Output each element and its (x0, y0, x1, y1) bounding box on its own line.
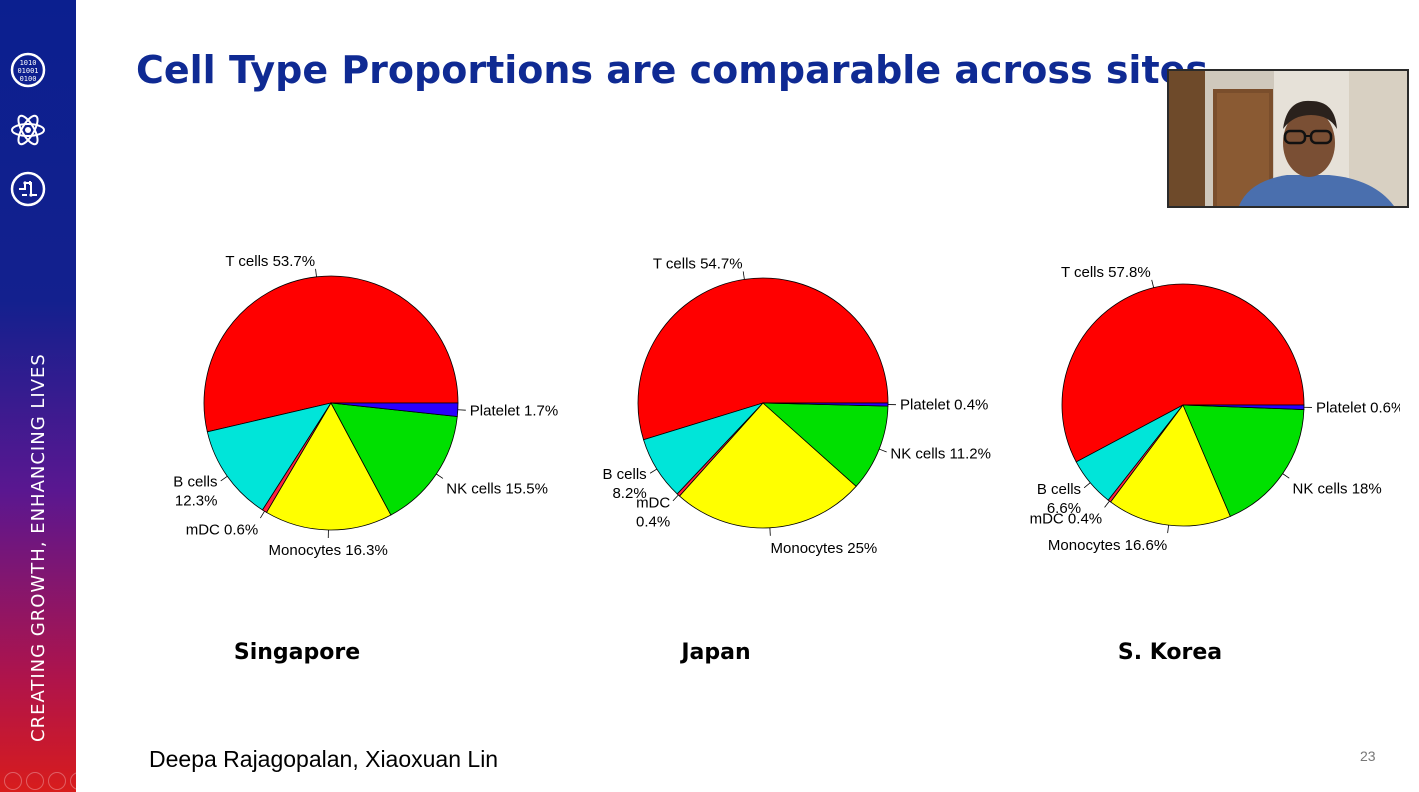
slide-number: 23 (1360, 748, 1376, 764)
label-tick (1083, 482, 1091, 489)
slice-label-monocytes: Monocytes 16.6% (1048, 537, 1167, 554)
slice-label-platelet: Platelet 0.4% (900, 397, 988, 414)
pie-slice-nk-cells (1182, 404, 1305, 517)
slide-grid-icon[interactable] (70, 772, 88, 790)
sidebar: 1010 01001 0100 CREATING GROWTH, ENHANCI… (0, 0, 76, 792)
label-tick (742, 271, 745, 280)
slice-label-b-cells: B cells (173, 474, 217, 491)
more-options-icon[interactable] (114, 772, 132, 790)
slice-label-monocytes: Monocytes 25% (771, 540, 878, 557)
pen-icon[interactable] (48, 772, 66, 790)
svg-text:1010: 1010 (20, 59, 37, 67)
webcam-video (1167, 69, 1409, 208)
label-tick (436, 473, 444, 479)
previous-slide-icon[interactable] (4, 772, 22, 790)
slice-label-b-cells: B cells (602, 466, 646, 483)
pie-slice-platelet (762, 402, 889, 407)
binary-data-icon: 1010 01001 0100 (10, 52, 46, 88)
label-tick (1167, 525, 1169, 534)
brain-circuit-icon (10, 171, 46, 207)
tagline: CREATING GROWTH, ENHANCING LIVES (28, 353, 49, 742)
author-credits: Deepa Rajagopalan, Xiaoxuan Lin (149, 746, 499, 772)
pie-slice-nk-cells (761, 402, 889, 487)
slice-label-platelet: Platelet 1.7% (470, 402, 558, 419)
slice-label-t-cells: T cells 53.7% (225, 253, 315, 270)
slice-label-b-cells: 6.6% (1047, 500, 1081, 517)
slideshow-controls (0, 772, 132, 792)
label-tick (315, 268, 317, 277)
slice-label-nk-cells: NK cells 11.2% (890, 445, 991, 462)
slice-label-t-cells: T cells 54.7% (653, 256, 743, 273)
caption-s-korea: S. Korea (1117, 640, 1223, 665)
slice-label-b-cells: B cells (1037, 481, 1081, 498)
svg-text:01001: 01001 (17, 67, 38, 75)
slice-label-mdc: mDC 0.4% (1030, 511, 1103, 528)
label-tick (1282, 473, 1290, 479)
label-tick (1104, 500, 1110, 508)
slice-label-mdc: mDC (636, 494, 670, 511)
slice-label-nk-cells: NK cells 18% (1293, 480, 1382, 497)
pie-japan: T cells 54.7% B cells 8.2%mDC 0.4% Monocytes… (602, 256, 990, 557)
atom-icon (11, 114, 45, 146)
pie-singapore: T cells 53.7% B cells 12.3% mDC 0.6% Monocyt… (173, 253, 558, 559)
label-tick (672, 494, 679, 502)
label-tick (879, 448, 887, 453)
presenter-video-frame (1169, 71, 1407, 206)
pie-slice-monocytes (266, 402, 392, 531)
slice-label-b-cells: 8.2% (612, 485, 646, 502)
slice-label-platelet: Platelet 0.6% (1316, 400, 1400, 417)
pie-slice-t-cells (637, 277, 889, 441)
label-tick (649, 468, 658, 474)
label-tick (260, 511, 265, 519)
slice-label-mdc: mDC 0.6% (186, 521, 259, 538)
slice-label-b-cells: 12.3% (175, 493, 218, 510)
pie-slice-b-cells (206, 402, 332, 511)
slice-label-mdc: 0.4% (636, 513, 670, 530)
slide-title: Cell Type Proportions are comparable acr… (136, 48, 1209, 92)
pie-slice-platelet (1182, 404, 1305, 410)
label-tick (220, 475, 228, 482)
svg-text:0100: 0100 (20, 75, 37, 83)
pie-slice-nk-cells (330, 402, 458, 516)
caption-singapore: Singapore (233, 640, 361, 665)
caption-japan: Japan (681, 640, 751, 665)
slice-label-nk-cells: NK cells 15.5% (446, 481, 548, 498)
label-tick (1151, 279, 1155, 288)
pie-s-korea: T cells 57.8% B cells 6.6%mDC 0.4% Monocyte… (1030, 264, 1400, 554)
next-slide-icon[interactable] (26, 772, 44, 790)
zoom-icon[interactable] (92, 772, 110, 790)
pie-slice-monocytes (678, 402, 857, 529)
pie-charts: T cells 53.7% B cells 12.3% mDC 0.6% Monocyt… (173, 253, 1400, 559)
slice-label-t-cells: T cells 57.8% (1061, 264, 1151, 281)
slice-label-monocytes: Monocytes 16.3% (269, 542, 388, 559)
